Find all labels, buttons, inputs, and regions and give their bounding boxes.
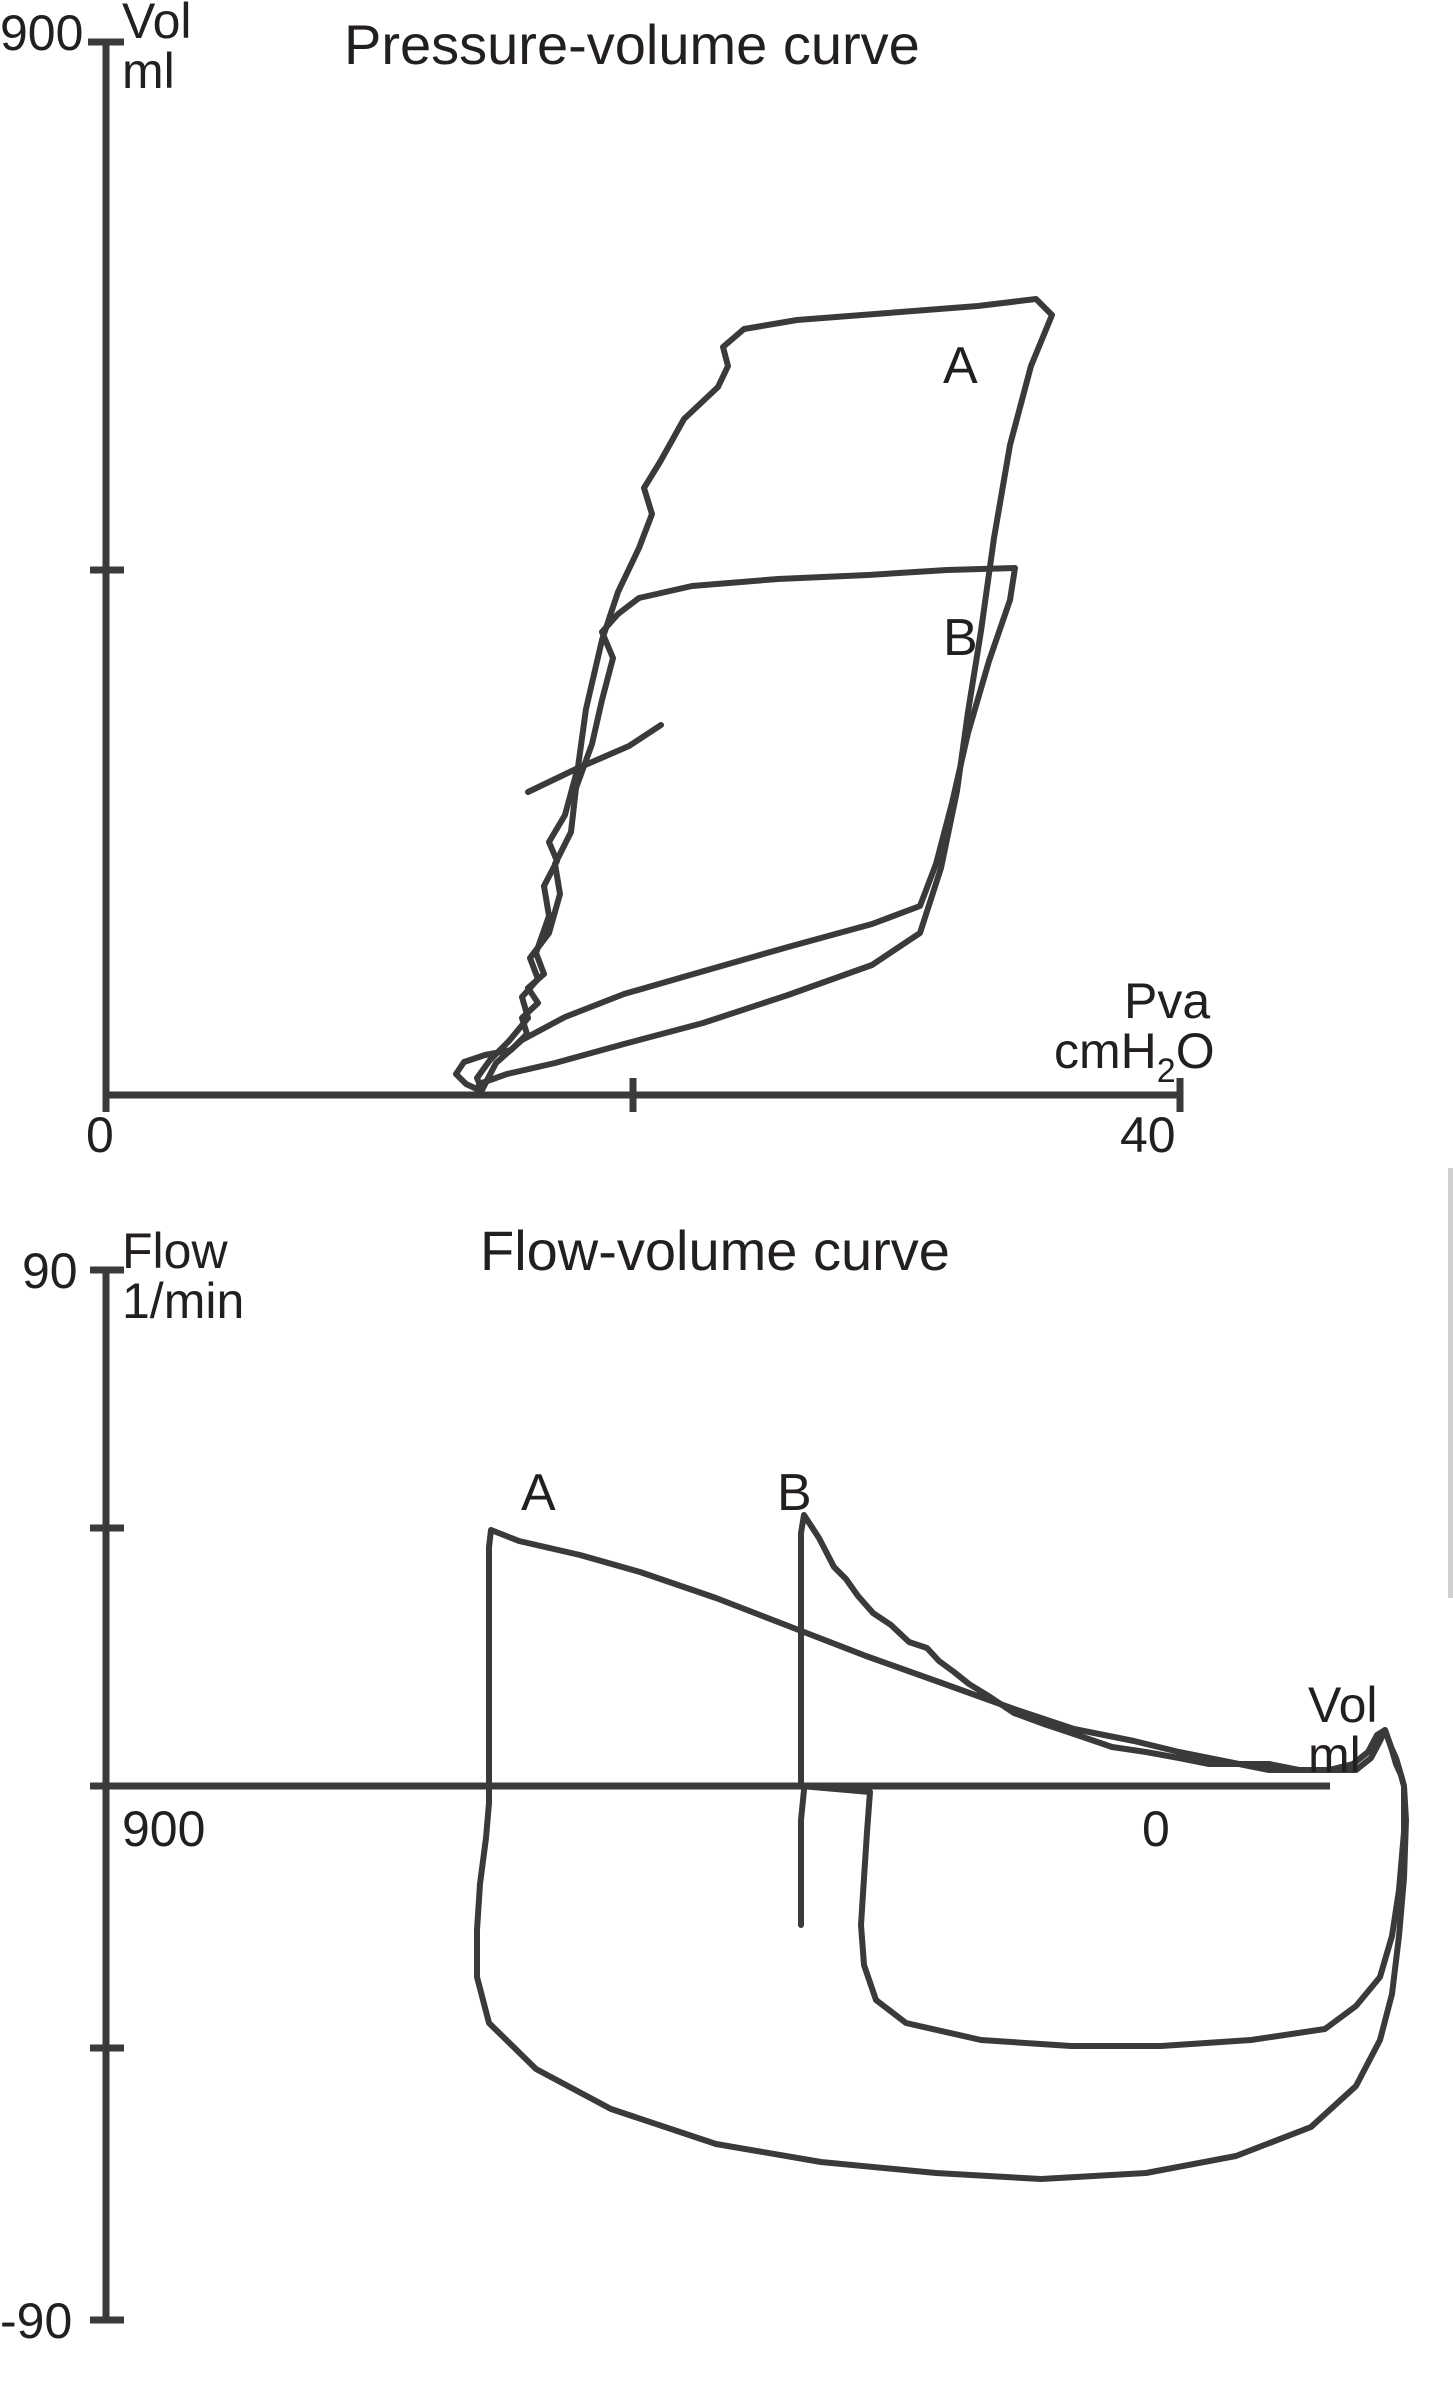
fv-y-axis-units: 1/min (122, 1273, 244, 1329)
pv-inflation-tail (525, 722, 664, 795)
fv-x-right-label: 0 (1142, 1801, 1170, 1857)
fv-chart-title: Flow-volume curve (480, 1219, 950, 1282)
pv-units-prefix: cmH (1054, 1023, 1157, 1079)
pv-curve-b (474, 565, 1018, 1093)
pv-units-sub: 2 (1157, 1052, 1176, 1090)
pv-x-axis-units: cmH2O (1054, 1023, 1215, 1090)
pv-units-suffix: O (1176, 1023, 1215, 1079)
fv-y-bottom-label: -90 (0, 2293, 72, 2349)
pv-chart-title: Pressure-volume curve (344, 13, 920, 76)
fv-y-top-label: 90 (22, 1243, 78, 1299)
svg-text:cmH2O: cmH2O (1054, 1023, 1215, 1090)
pv-x-axis-name: Pva (1124, 973, 1210, 1029)
pv-x-left-label: 0 (86, 1107, 114, 1163)
fv-y-axis-name: Flow (122, 1223, 228, 1279)
pv-point-a-label: A (943, 337, 978, 395)
pv-x-right-label: 40 (1120, 1107, 1176, 1163)
page-edge-divider (1448, 1168, 1453, 1598)
pv-y-top-label: 900 (0, 5, 83, 61)
fv-curve-b-descending-limb (798, 1787, 807, 1928)
pv-curve-a (453, 296, 1055, 1093)
fv-curve-b (798, 1512, 1407, 2049)
fv-point-b-label: B (777, 1464, 812, 1522)
pv-y-axis-units: ml (122, 43, 175, 99)
fv-curve-a (474, 1527, 1409, 2182)
fv-x-axis-name: Vol (1308, 1677, 1378, 1733)
fv-x-axis-units: ml (1308, 1727, 1361, 1783)
pressure-volume-chart: 900 Vol ml Pressure-volume curve A B 0 4… (0, 0, 1215, 1163)
flow-volume-chart: 90 -90 Flow 1/min Flow-volume curve A B … (0, 1219, 1409, 2349)
pv-point-b-label: B (943, 609, 978, 667)
pv-y-axis-name: Vol (122, 0, 192, 49)
fv-x-left-label: 900 (122, 1801, 205, 1857)
fv-point-a-label: A (521, 1464, 556, 1522)
